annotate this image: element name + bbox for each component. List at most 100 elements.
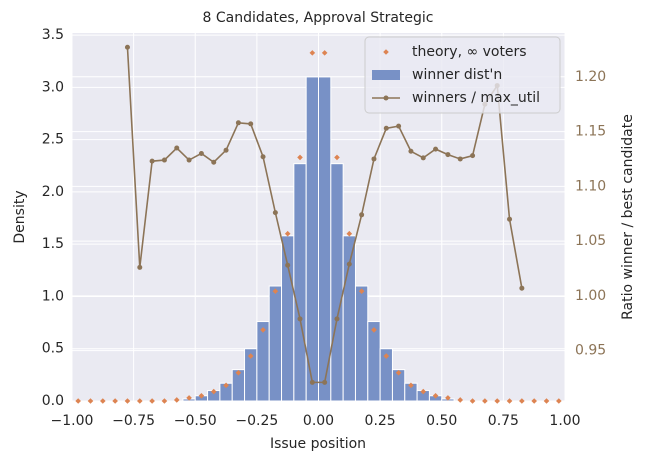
point [358,288,365,295]
line-point [149,158,155,164]
point [395,369,402,376]
line-point [260,154,266,160]
line-point [272,210,278,216]
bar [281,235,295,402]
line-point [223,147,229,153]
point [198,392,205,399]
point [519,398,525,404]
bar [342,235,356,402]
legend: theory, ∞ voters winner dist'n winners / m… [364,36,561,114]
x-axis-label: Issue position [270,436,366,452]
y-tick-label: 1.0 [42,288,64,304]
y2-tick-label: 1.00 [575,288,606,304]
point [346,230,353,237]
x-tick-label: −0.25 [235,413,278,429]
y-axis-label: Density [12,190,28,243]
point [420,388,427,395]
bar [330,163,344,402]
marks [75,44,562,404]
point [383,353,390,359]
y-tick-label: 0.0 [42,393,64,409]
line-point [519,285,525,291]
y2-tick-label: 1.10 [575,178,606,194]
y2-tick-label: 0.95 [575,343,606,359]
line-point [297,316,303,322]
point [223,382,229,389]
bar [305,76,319,402]
y-tick-label: 3.0 [42,79,64,95]
line-point [457,156,463,162]
x-tick-label: 0.25 [365,413,396,429]
legend-label: winners / max_util [412,90,540,106]
point [506,398,513,404]
legend-label: winner dist'n [412,67,502,83]
line-point [322,379,328,385]
point [161,398,168,404]
y-tick-label: 0.5 [42,341,64,357]
point [371,327,377,333]
y-tick-label: 1.5 [42,236,64,252]
point [124,398,131,404]
point [531,398,537,404]
x-tick-label: −0.50 [174,413,217,429]
y2-axis-label: Ratio winner / best candidate [620,114,636,320]
bar [293,163,307,402]
y2-tick-label: 1.15 [575,124,606,140]
point [235,369,242,376]
point [543,398,550,404]
point [75,398,81,404]
point [309,50,316,56]
line-point [359,212,365,218]
point [247,353,254,359]
line-point [507,216,513,222]
line-point [334,316,340,322]
point [260,327,266,333]
line-point [248,121,254,127]
line-point [161,157,167,163]
bar [318,76,332,402]
line-point [420,155,426,161]
x-tick-label: 1.00 [549,413,580,429]
point [87,398,94,404]
y-tick-label: 2.0 [42,184,64,200]
line-point [396,123,402,129]
point [284,230,291,237]
y2-tick-label: 1.05 [575,233,606,249]
point [482,398,488,404]
line-point [408,148,414,154]
bar [354,285,369,402]
line-point [235,120,241,126]
x-tick-label: −1.00 [51,413,94,429]
y-tick-label: 3.5 [42,27,64,43]
x-tick-label: 0.75 [488,413,519,429]
point [556,398,562,404]
point [186,395,192,401]
point [321,50,328,56]
point [334,154,340,161]
point [297,154,303,161]
x-tick-label: 0.00 [303,413,334,429]
legend-marker [383,95,389,101]
line-point [198,150,204,156]
legend-marker [383,49,389,55]
y-tick-label: 2.5 [42,132,64,148]
legend-marker [372,70,400,80]
point [445,395,451,401]
point [457,397,464,403]
line-point [124,44,130,50]
line-point [371,156,377,162]
line-point [470,153,476,159]
line-point [174,145,180,151]
point [149,398,155,404]
bar [256,321,270,402]
line-point [445,152,451,158]
line-point [211,159,217,165]
legend-box [364,36,561,114]
point [173,397,180,403]
line-point [137,264,143,270]
point [272,288,279,295]
point [494,398,501,404]
line-point [285,262,291,268]
point [408,382,414,389]
